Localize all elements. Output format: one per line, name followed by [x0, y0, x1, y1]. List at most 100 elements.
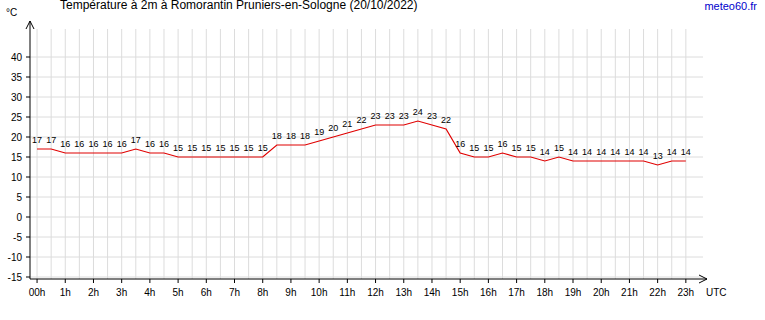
data-label: 15	[201, 143, 211, 153]
data-label: 14	[667, 147, 677, 157]
y-tick-label: 10	[11, 172, 23, 183]
x-tick-label: 6h	[201, 287, 212, 298]
data-label: 15	[173, 143, 183, 153]
y-tick	[26, 277, 30, 278]
data-label: 15	[244, 143, 254, 153]
data-label: 15	[554, 143, 564, 153]
x-tick	[460, 279, 461, 283]
data-label: 15	[187, 143, 197, 153]
series-line	[37, 121, 686, 165]
data-label: 14	[540, 147, 550, 157]
y-tick-label: 30	[11, 92, 23, 103]
data-label: 14	[610, 147, 620, 157]
x-grid-line	[262, 29, 263, 279]
data-label: 15	[483, 143, 493, 153]
y-grid-line	[30, 197, 703, 198]
x-tick-label: 10h	[311, 287, 328, 298]
title: Température à 2m à Romorantin Pruniers-e…	[60, 0, 418, 12]
x-grid-line	[431, 29, 432, 279]
y-tick	[26, 237, 30, 238]
x-grid-line	[530, 29, 531, 279]
x-tick-label: 21h	[621, 287, 638, 298]
x-grid-line	[135, 29, 136, 279]
data-label: 24	[413, 107, 423, 117]
y-grid-line	[30, 77, 703, 78]
x-grid-line	[417, 29, 418, 279]
y-tick	[26, 197, 30, 198]
y-tick-label: 15	[11, 152, 23, 163]
y-grid-line	[30, 97, 703, 98]
x-tick-label: 00h	[29, 287, 46, 298]
data-label: 23	[427, 111, 437, 121]
x-tick-label: 9h	[285, 287, 296, 298]
x-tick	[121, 279, 122, 283]
y-tick-label: 25	[11, 112, 23, 123]
x-tick	[178, 279, 179, 283]
data-label: 19	[314, 127, 324, 137]
x-tick	[431, 279, 432, 283]
y-tick-label: 5	[16, 192, 22, 203]
x-tick-label: 11h	[339, 287, 355, 298]
x-tick	[234, 279, 235, 283]
data-label: 22	[356, 115, 366, 125]
data-label: 15	[258, 143, 268, 153]
x-tick-label: 3h	[116, 287, 127, 298]
x-grid-line	[290, 29, 291, 279]
x-tick	[262, 279, 263, 283]
x-grid-line	[149, 29, 150, 279]
data-label: 16	[159, 139, 169, 149]
chart: Température à 2m à Romorantin Pruniers-e…	[0, 0, 765, 320]
x-axis	[30, 279, 707, 280]
data-label: 14	[639, 147, 649, 157]
x-grid-line	[516, 29, 517, 279]
data-label: 17	[46, 135, 56, 145]
x-tick-label: 15h	[452, 287, 469, 298]
x-grid-line	[178, 29, 179, 279]
data-label: 14	[568, 147, 578, 157]
y-tick	[26, 177, 30, 178]
x-grid-line	[446, 29, 447, 279]
data-label: 17	[32, 135, 42, 145]
data-label: 13	[653, 151, 663, 161]
data-label: 14	[681, 147, 691, 157]
x-grid-line	[220, 29, 221, 279]
data-label: 18	[300, 131, 310, 141]
x-tick	[685, 279, 686, 283]
x-tick	[573, 279, 574, 283]
x-tick-label: 5h	[173, 287, 184, 298]
grid	[30, 29, 703, 279]
data-label: 16	[88, 139, 98, 149]
x-tick-label: 20h	[593, 287, 610, 298]
x-axis-label: UTC	[706, 287, 727, 298]
x-grid-line	[347, 29, 348, 279]
x-grid-line	[276, 29, 277, 279]
y-tick-label: -5	[13, 232, 22, 243]
y-tick-label: 40	[11, 52, 23, 63]
y-tick-label: 35	[11, 72, 23, 83]
x-tick-label: 13h	[395, 287, 412, 298]
data-label: 16	[455, 139, 465, 149]
x-grid-line	[206, 29, 207, 279]
data-label: 23	[385, 111, 395, 121]
x-tick	[65, 279, 66, 283]
x-tick	[544, 279, 545, 283]
data-label: 15	[215, 143, 225, 153]
plot-area	[37, 121, 686, 165]
y-tick	[26, 117, 30, 118]
y-grid-line	[30, 177, 703, 178]
x-grid-line	[558, 29, 559, 279]
x-grid-line	[248, 29, 249, 279]
y-grid-line	[30, 277, 703, 278]
source: meteo60.fr	[704, 0, 757, 12]
data-labels: 1717161616161617161615151515151515181818…	[32, 107, 691, 161]
x-grid-line	[361, 29, 362, 279]
x-tick	[37, 279, 38, 283]
x-axis-arrow	[699, 275, 707, 283]
x-grid-line	[65, 29, 66, 279]
x-tick	[488, 279, 489, 283]
x-grid-line	[234, 29, 235, 279]
y-axis-arrow	[26, 21, 34, 29]
y-tick	[26, 257, 30, 258]
data-label: 18	[286, 131, 296, 141]
data-label: 15	[512, 143, 522, 153]
